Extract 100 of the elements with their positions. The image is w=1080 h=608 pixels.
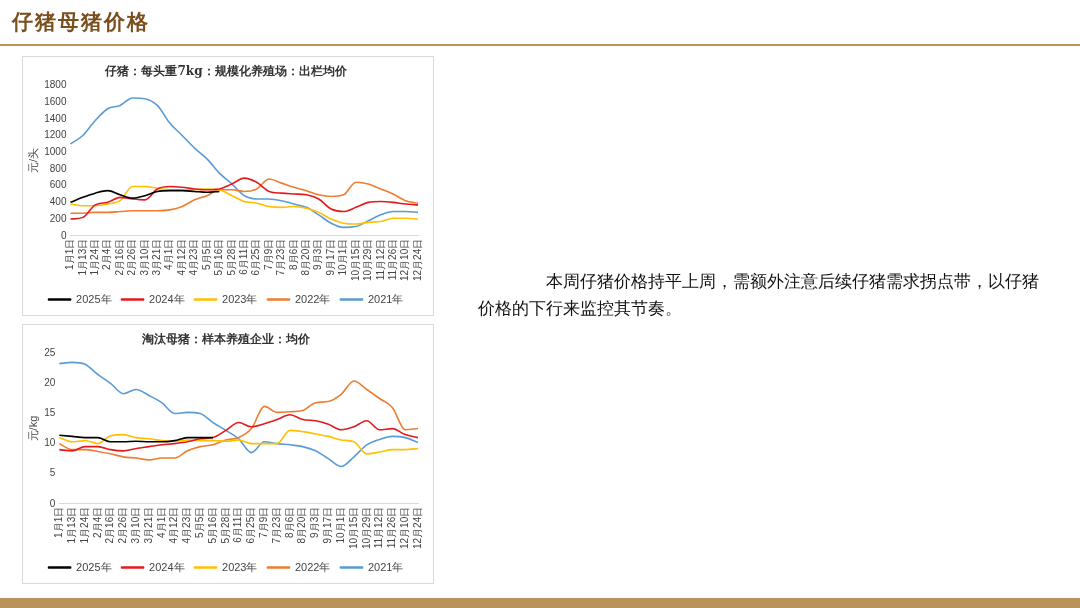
y-tick-label: 20	[44, 377, 56, 389]
y-tick-label: 200	[49, 212, 67, 224]
x-tick-label: 5月16日	[213, 238, 225, 276]
x-tick-label: 7月23日	[270, 506, 282, 544]
x-tick-label: 1月13日	[76, 238, 88, 276]
x-tick-label: 5月5日	[200, 238, 212, 270]
x-tick-label: 5月28日	[225, 238, 237, 276]
x-tick-label: 5月5日	[193, 506, 205, 538]
x-tick-label: 6月11日	[237, 238, 249, 275]
text: 本周仔猪价格持平上周，需额外注意后续仔猪需求拐点带，以仔猪价格的下行来监控其节奏。	[478, 270, 1040, 320]
x-tick-label: 12月24日	[411, 238, 423, 281]
legend-label: 2022年	[294, 292, 331, 305]
x-tick-label: 10月29日	[362, 238, 374, 281]
x-tick-label: 4月1日	[163, 238, 175, 270]
x-tick-label: 4月23日	[188, 238, 200, 276]
line-series	[69, 178, 419, 214]
x-tick-label: 4月1日	[155, 506, 167, 538]
x-tick-label: 8月20日	[300, 238, 312, 276]
x-tick-label: 11月26日	[386, 238, 398, 281]
x-tick-label: 10月1日	[334, 506, 346, 544]
chart-title: 淘汰母猪：样本养殖企业：均价	[141, 332, 311, 347]
x-tick-label: 7月9日	[262, 238, 274, 270]
x-tick-label: 4月12日	[175, 238, 187, 276]
x-tick-label: 10月29日	[360, 506, 372, 549]
y-tick-label: 1000	[44, 145, 67, 157]
y-tick-label: 400	[49, 196, 67, 208]
x-tick-label: 9月3日	[312, 238, 324, 270]
line-series	[58, 361, 419, 468]
y-axis-title: 元/头	[26, 148, 39, 174]
line-series	[58, 429, 419, 455]
y-tick-label: 0	[49, 497, 56, 509]
x-tick-label: 8月6日	[287, 238, 299, 270]
legend-label: 2024年	[149, 292, 185, 305]
x-tick-label: 5月16日	[206, 506, 218, 544]
x-tick-label: 12月24日	[411, 506, 423, 549]
x-tick-label: 2月4日	[101, 238, 113, 270]
x-tick-label: 9月17日	[324, 238, 336, 276]
text: 仔猪母猪价格	[12, 9, 150, 36]
x-tick-label: 8月20日	[296, 506, 308, 544]
line-series	[58, 413, 419, 452]
x-tick-label: 1月24日	[89, 238, 101, 276]
x-tick-label: 12月10日	[398, 506, 410, 549]
y-tick-label: 5	[49, 467, 56, 479]
x-tick-label: 6月11日	[232, 506, 244, 543]
y-tick-label: 600	[49, 179, 67, 191]
y-tick-label: 10	[44, 437, 56, 449]
y-tick-label: 800	[49, 162, 67, 174]
x-tick-label: 8月6日	[283, 506, 295, 538]
legend-label: 2021年	[367, 560, 404, 573]
x-tick-label: 10月15日	[347, 506, 359, 549]
x-tick-label: 2月16日	[104, 506, 116, 544]
x-tick-label: 3月21日	[151, 238, 163, 276]
x-tick-label: 2月26日	[117, 506, 129, 544]
legend-label: 2022年	[294, 560, 331, 573]
y-tick-label: 25	[44, 347, 56, 359]
legend-label: 2021年	[367, 292, 404, 305]
line-series	[69, 185, 419, 225]
x-tick-label: 2月26日	[126, 238, 138, 276]
y-tick-label: 1200	[44, 129, 67, 141]
x-tick-label: 3月10日	[138, 238, 150, 276]
x-tick-label: 1月24日	[78, 506, 90, 544]
line-series	[69, 189, 221, 204]
x-tick-label: 7月23日	[275, 238, 287, 276]
legend-label: 2024年	[149, 560, 185, 573]
x-tick-label: 4月12日	[168, 506, 180, 544]
x-tick-label: 6月25日	[245, 506, 257, 544]
y-axis-title: 元/kg	[26, 415, 39, 442]
y-tick-label: 1400	[44, 112, 67, 124]
x-tick-label: 4月23日	[181, 506, 193, 544]
x-tick-label: 11月12日	[373, 506, 385, 549]
y-tick-label: 1800	[44, 79, 67, 91]
x-tick-label: 1月13日	[65, 506, 77, 544]
legend-label: 2025年	[76, 560, 112, 573]
x-tick-label: 10月15日	[349, 238, 361, 281]
line-series	[58, 434, 214, 443]
x-tick-label: 2月4日	[91, 506, 103, 538]
x-tick-label: 9月17日	[322, 506, 334, 544]
x-tick-label: 2月16日	[113, 238, 125, 276]
x-tick-label: 3月10日	[129, 506, 141, 544]
x-tick-label: 5月28日	[219, 506, 231, 544]
x-tick-label: 3月21日	[142, 506, 154, 544]
legend-label: 2023年	[222, 560, 258, 573]
y-tick-label: 1600	[44, 95, 67, 107]
x-tick-label: 1月1日	[64, 238, 76, 270]
x-tick-label: 9月3日	[309, 506, 321, 538]
x-tick-label: 6月25日	[250, 238, 262, 276]
x-tick-label: 12月10日	[399, 238, 411, 281]
line-series	[58, 380, 419, 461]
legend-label: 2025年	[76, 292, 112, 305]
legend-label: 2023年	[222, 292, 258, 305]
y-tick-label: 0	[60, 229, 67, 241]
line-series	[69, 97, 419, 229]
x-tick-label: 11月12日	[374, 238, 386, 281]
chart-title: 仔猪：每头重7kg：规模化养殖场：出栏均价	[104, 64, 348, 79]
x-tick-label: 11月26日	[386, 506, 398, 549]
y-tick-label: 15	[44, 407, 56, 419]
x-tick-label: 1月1日	[53, 506, 65, 538]
line-series	[69, 177, 419, 220]
x-tick-label: 7月9日	[258, 506, 270, 538]
x-tick-label: 10月1日	[337, 238, 349, 276]
